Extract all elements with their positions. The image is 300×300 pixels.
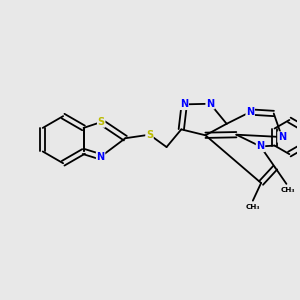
Text: N: N	[256, 142, 265, 152]
Text: N: N	[97, 152, 105, 162]
Text: S: S	[146, 130, 153, 140]
Text: CH₃: CH₃	[280, 188, 295, 194]
Text: CH₃: CH₃	[246, 204, 260, 210]
Text: N: N	[278, 132, 286, 142]
Text: N: N	[246, 107, 254, 117]
Text: N: N	[180, 99, 188, 110]
Text: S: S	[98, 117, 105, 127]
Text: N: N	[206, 99, 214, 109]
